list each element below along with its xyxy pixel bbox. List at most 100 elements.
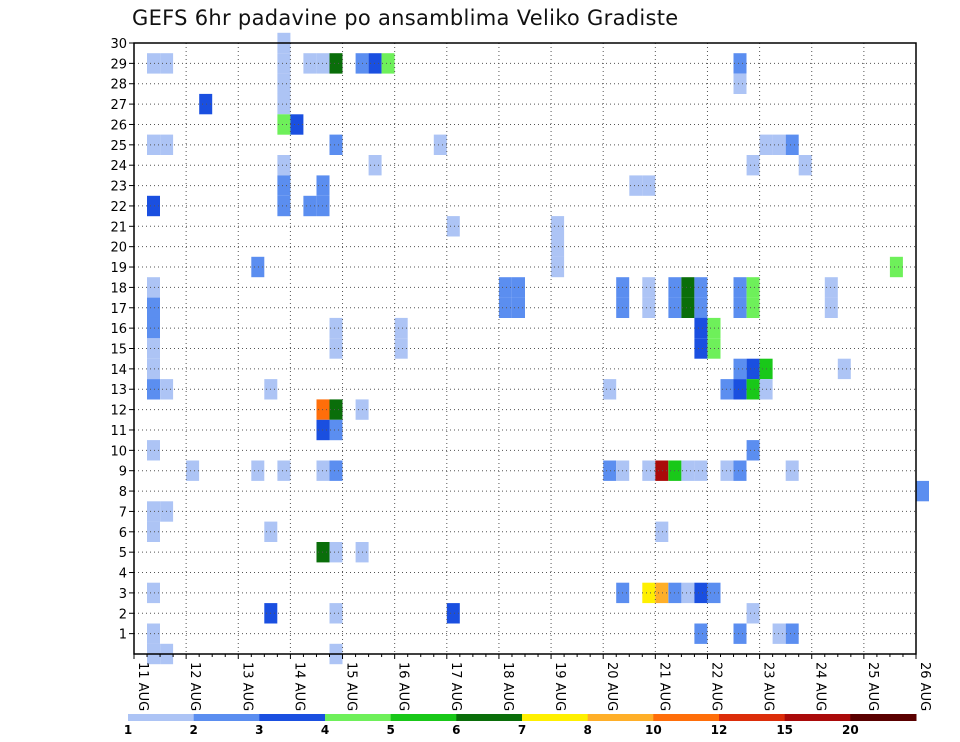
- x-tick-label: 24 AUG: [813, 662, 828, 711]
- legend-label: 5: [386, 723, 394, 737]
- heatmap-cell: [772, 134, 786, 155]
- heatmap-cell: [147, 501, 160, 522]
- y-tick-label: 12: [110, 404, 127, 419]
- heatmap-cell: [733, 277, 747, 298]
- y-tick-label: 10: [110, 444, 127, 459]
- legend-label: 3: [255, 723, 263, 737]
- heatmap-cell: [277, 460, 291, 481]
- x-tick-label: 14 AUG: [291, 662, 306, 711]
- heatmap-cell: [303, 195, 317, 217]
- heatmap-cell: [433, 134, 447, 155]
- x-tick-label: 16 AUG: [396, 662, 411, 711]
- heatmap-cell: [446, 603, 460, 624]
- heatmap-cell: [147, 582, 160, 604]
- x-tick-label: 12 AUG: [187, 662, 202, 711]
- heatmap-cell: [746, 297, 760, 318]
- x-tick-label: 20 AUG: [604, 662, 619, 711]
- heatmap-cell: [603, 460, 617, 481]
- y-tick-label: 22: [110, 200, 127, 215]
- legend-color-swatch: [522, 714, 589, 721]
- heatmap-cell: [655, 582, 669, 604]
- heatmap-cell: [824, 297, 838, 318]
- heatmap-cell: [694, 460, 708, 481]
- legend-label: 1: [124, 723, 132, 737]
- y-tick-label: 14: [110, 363, 127, 378]
- legend-label: 20: [842, 723, 859, 737]
- y-tick-label: 13: [110, 383, 127, 398]
- heatmap-cell: [681, 582, 695, 604]
- heatmap-cell: [329, 317, 343, 339]
- heatmap-cell: [147, 338, 160, 359]
- legend-color-swatch: [325, 714, 392, 721]
- heatmap-cell: [746, 155, 760, 176]
- legend-color-swatch: [390, 714, 457, 721]
- heatmap-cell: [798, 155, 812, 176]
- heatmap-cell: [147, 521, 160, 542]
- y-tick-label: 20: [110, 241, 127, 256]
- heatmap-cell: [329, 542, 343, 563]
- heatmap-cell: [199, 93, 213, 115]
- y-tick-label: 24: [110, 159, 127, 174]
- heatmap-cell: [147, 379, 160, 400]
- heatmap-cell: [147, 440, 160, 461]
- x-tick-label: 23 AUG: [761, 662, 776, 711]
- heatmap-cell: [551, 236, 565, 257]
- legend-label: 15: [776, 723, 793, 737]
- heatmap-cell: [733, 73, 747, 94]
- heatmap-cell: [147, 623, 160, 644]
- heatmap-cell: [551, 256, 565, 278]
- heatmap-cell: [837, 358, 851, 380]
- y-tick-label: 17: [110, 302, 127, 317]
- chart-title: GEFS 6hr padavine po ansamblima Veliko G…: [132, 6, 679, 30]
- heatmap-cell: [147, 317, 160, 339]
- heatmap-cell: [733, 297, 747, 318]
- y-tick-label: 25: [110, 139, 127, 154]
- heatmap-cell: [147, 277, 160, 298]
- heatmap-cell: [785, 134, 799, 155]
- y-tick-label: 6: [119, 526, 127, 541]
- legend-label: 12: [711, 723, 728, 737]
- x-tick-label: 26 AUG: [917, 662, 932, 711]
- heatmap-cell: [733, 358, 747, 380]
- heatmap-cell: [746, 277, 760, 298]
- heatmap-cell: [186, 460, 200, 481]
- x-tick-label: 17 AUG: [448, 662, 463, 711]
- y-tick-label: 3: [119, 587, 127, 602]
- heatmap-cell: [329, 134, 343, 155]
- heatmap-cell: [277, 114, 291, 135]
- x-tick-label: 15 AUG: [344, 662, 359, 711]
- legend-color-swatch: [456, 714, 523, 721]
- y-tick-label: 15: [110, 343, 127, 358]
- y-tick-label: 27: [110, 98, 127, 113]
- heatmap-cell: [642, 175, 656, 196]
- heatmap-cell: [551, 216, 565, 237]
- heatmap-cell: [916, 480, 929, 502]
- heatmap-cell: [251, 256, 265, 278]
- heatmap-cell: [277, 93, 291, 115]
- heatmap-cell: [446, 216, 460, 237]
- heatmap-cell: [681, 277, 695, 298]
- legend-color-swatch: [587, 714, 654, 721]
- heatmap-cell: [277, 195, 291, 217]
- heatmap-cell: [394, 338, 408, 359]
- heatmap-cell: [733, 623, 747, 644]
- y-tick-label: 16: [110, 322, 127, 337]
- heatmap-cell: [694, 297, 708, 318]
- heatmap-cell: [642, 582, 656, 604]
- heatmap-cell: [368, 53, 382, 74]
- legend-label: 10: [645, 723, 662, 737]
- heatmap-cell: [733, 379, 747, 400]
- x-tick-label: 22 AUG: [708, 662, 723, 711]
- heatmap-cell: [772, 623, 786, 644]
- heatmap-cell: [277, 155, 291, 176]
- heatmap-cell: [785, 623, 799, 644]
- heatmap-cell: [733, 460, 747, 481]
- heatmap-cell: [290, 114, 304, 135]
- legend-color-swatch: [784, 714, 851, 721]
- heatmap-cell: [655, 521, 669, 542]
- heatmap-cell: [694, 582, 708, 604]
- heatmap-cell: [642, 460, 656, 481]
- y-tick-label: 2: [119, 607, 127, 622]
- y-tick-label: 23: [110, 180, 127, 195]
